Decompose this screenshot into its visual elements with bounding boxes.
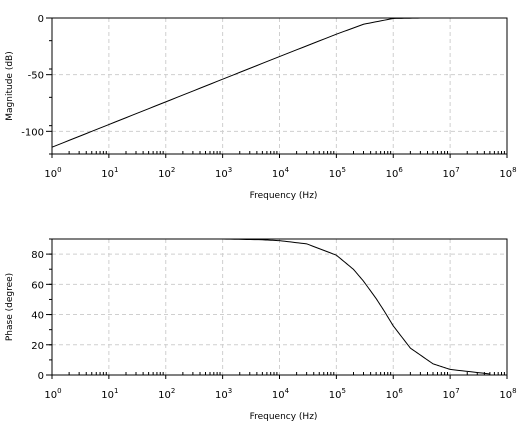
- x-tick-label: 104: [272, 387, 290, 401]
- y-tick-label: 0: [38, 14, 44, 25]
- x-tick-exponent: 3: [228, 387, 232, 395]
- x-tick-label: 103: [215, 387, 232, 401]
- x-tick-label: 105: [329, 387, 346, 401]
- magnitude-plot: 100 101 102 103 104 105 106 107 1080-50-100Frequ…: [5, 14, 517, 201]
- y-tick-label: 0: [38, 371, 44, 382]
- x-tick-exponent: 2: [171, 387, 175, 395]
- x-tick-exponent: 8: [512, 387, 516, 395]
- x-tick-label: 103: [215, 166, 232, 180]
- x-tick-label: 108: [499, 166, 516, 180]
- x-tick-label: 106: [386, 166, 404, 180]
- x-tick-exponent: 7: [455, 387, 459, 395]
- y-tick-label: 40: [31, 311, 44, 322]
- x-tick-exponent: 8: [512, 166, 516, 174]
- x-tick-label: 106: [386, 387, 404, 401]
- y-tick-label: 60: [31, 280, 44, 291]
- x-tick-label: 108: [499, 387, 516, 401]
- x-tick-exponent: 1: [114, 387, 118, 395]
- x-tick-exponent: 5: [342, 387, 346, 395]
- x-tick-exponent: 6: [398, 387, 403, 395]
- phase-curve: [52, 238, 490, 375]
- x-tick-label: 100: [44, 166, 61, 180]
- phase-plot: 100 101 102 103 104 105 106 107 108020406080Freq…: [5, 238, 517, 422]
- x-tick-exponent: 6: [398, 166, 403, 174]
- x-tick-exponent: 4: [285, 166, 290, 174]
- x-tick-label: 102: [158, 166, 175, 180]
- y-tick-label: 20: [31, 341, 44, 352]
- x-tick-label: 107: [443, 387, 460, 401]
- x-tick-exponent: 3: [228, 166, 232, 174]
- x-tick-label: 101: [101, 387, 118, 401]
- magnitude-curve: [51, 17, 507, 148]
- x-tick-label: 102: [158, 387, 175, 401]
- x-tick-exponent: 2: [171, 166, 175, 174]
- x-tick-exponent: 5: [342, 166, 346, 174]
- y-tick-label: -100: [21, 127, 44, 138]
- x-tick-label: 100: [44, 387, 61, 401]
- x-tick-exponent: 0: [57, 387, 61, 395]
- x-tick-exponent: 7: [455, 166, 459, 174]
- x-tick-label: 105: [329, 166, 346, 180]
- x-tick-label: 104: [272, 166, 290, 180]
- x-tick-label: 101: [101, 166, 118, 180]
- y-axis-label: Phase (degree): [5, 273, 15, 341]
- x-tick-label: 107: [443, 166, 460, 180]
- x-tick-exponent: 1: [114, 166, 118, 174]
- x-axis-label: Frequency (Hz): [250, 412, 318, 422]
- x-tick-exponent: 0: [57, 166, 61, 174]
- y-axis-label: Magnitude (dB): [5, 51, 15, 120]
- x-tick-exponent: 4: [285, 387, 290, 395]
- y-tick-label: 80: [31, 250, 44, 261]
- x-axis-label: Frequency (Hz): [250, 191, 318, 201]
- y-tick-label: -50: [28, 71, 44, 82]
